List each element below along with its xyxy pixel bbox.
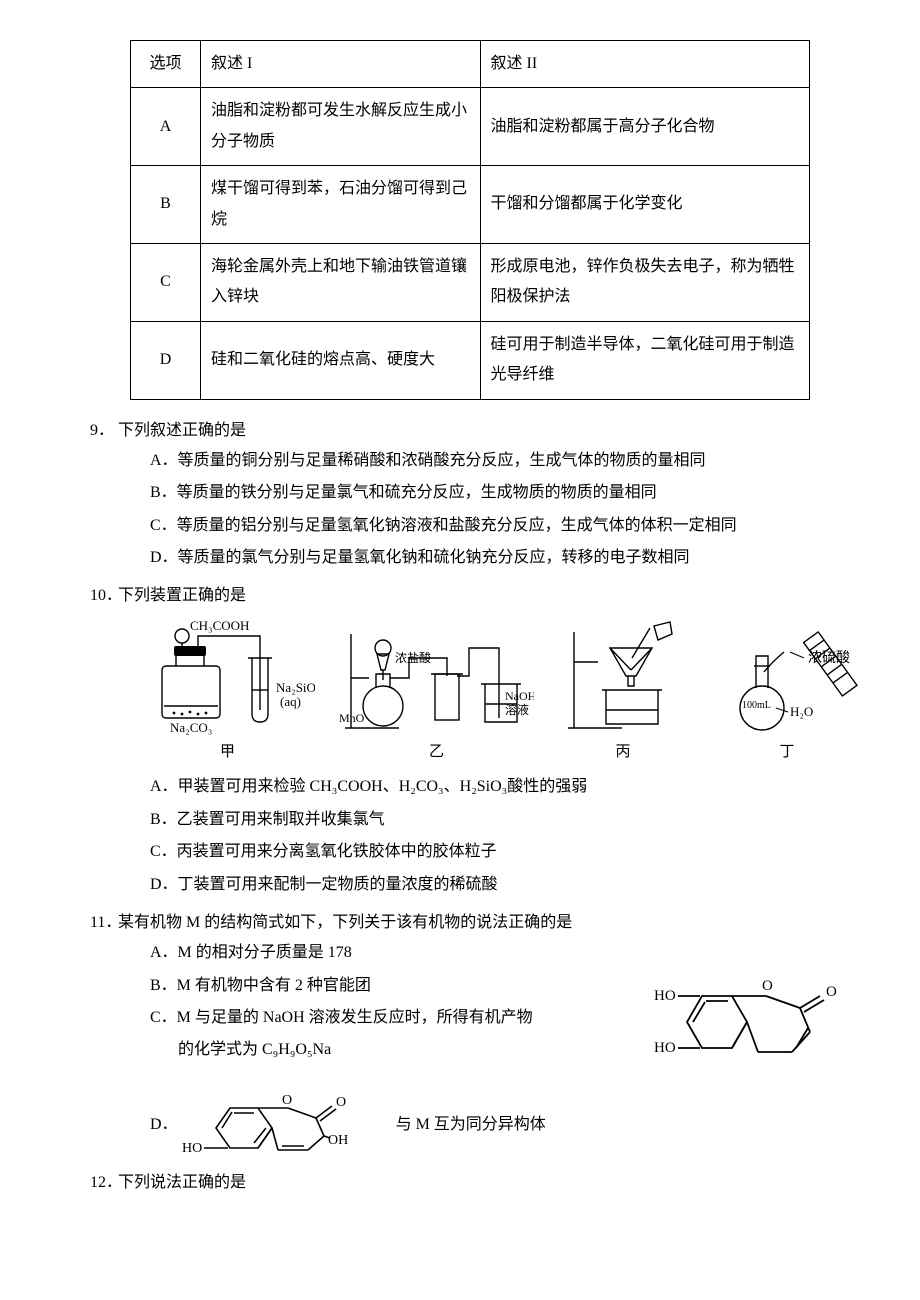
- q9-choice-c: C．等质量的铝分别与足量氢氧化钠溶液和盐酸充分反应，生成气体的体积一定相同: [150, 511, 860, 541]
- q10-choice-d: D．丁装置可用来配制一定物质的量浓度的稀硫酸: [150, 870, 860, 900]
- apparatus-jia-icon: CH₃COOH Na₂CO₃ Na₂SiO₃ (aq): [140, 618, 315, 736]
- figure-jia: CH₃COOH Na₂CO₃ Na₂SiO₃ (aq) 甲: [140, 618, 315, 767]
- svg-text:O: O: [336, 1095, 346, 1110]
- figcap-ding: 丁: [779, 738, 794, 767]
- question-9: 9．下列叙述正确的是 A．等质量的铜分别与足量稀硝酸和浓硝酸充分反应，生成气体的…: [90, 416, 860, 574]
- table-row: A 油脂和淀粉都可发生水解反应生成小分子物质 油脂和淀粉都属于高分子化合物: [131, 88, 810, 166]
- molecule-d-icon: HO O O OH: [182, 1090, 392, 1160]
- q10-choice-c: C．丙装置可用来分离氢氧化铁胶体中的胶体粒子: [150, 837, 860, 867]
- q11-choice-a: A．M 的相对分子质量是 178: [150, 938, 650, 968]
- question-12: 12．下列说法正确的是: [90, 1168, 860, 1198]
- svg-text:MnO: MnO: [339, 711, 365, 725]
- figure-ding: 浓硫酸 100mL H₂O 丁: [712, 618, 862, 767]
- figcap-bing: 丙: [615, 738, 630, 767]
- q11-stem: 某有机物 M 的结构简式如下，下列关于该有机物的说法正确的是: [118, 914, 572, 931]
- q12-stem: 下列说法正确的是: [118, 1174, 246, 1191]
- q10-stem: 下列装置正确的是: [118, 587, 246, 604]
- q9-choice-b: B．等质量的铁分别与足量氯气和硫充分反应，生成物质的物质的量相同: [150, 478, 860, 508]
- q11-choice-d: D． HO: [150, 1090, 860, 1160]
- table-row: D 硅和二氧化硅的熔点高、硬度大 硅可用于制造半导体，二氧化硅可用于制造光导纤维: [131, 321, 810, 399]
- table-row: C 海轮金属外壳上和地下输油铁管道镶入锌块 形成原电池，锌作负极失去电子，称为牺…: [131, 243, 810, 321]
- apparatus-yi-icon: MnO 浓盐酸 NaOH 溶液: [339, 618, 534, 736]
- q11-d-suffix: 与 M 互为同分异构体: [396, 1110, 546, 1140]
- q11-d-prefix: D．: [150, 1110, 178, 1140]
- svg-text:浓盐酸: 浓盐酸: [395, 650, 431, 665]
- q11-choice-c2: 的化学式为 C₉H₉O₅Na: [178, 1035, 650, 1065]
- svg-text:溶液: 溶液: [505, 702, 529, 717]
- svg-text:O: O: [282, 1093, 292, 1108]
- svg-text:HO: HO: [182, 1141, 202, 1156]
- svg-text:Na₂CO₃: Na₂CO₃: [170, 720, 212, 735]
- apparatus-bing-icon: [558, 618, 688, 736]
- q11-choice-c1: C．M 与足量的 NaOH 溶液发生反应时，所得有机产物: [150, 1003, 650, 1033]
- table-row: B 煤干馏可得到苯，石油分馏可得到己烷 干馏和分馏都属于化学变化: [131, 166, 810, 244]
- q11-choice-b: B．M 有机物中含有 2 种官能团: [150, 971, 650, 1001]
- figcap-jia: 甲: [220, 738, 235, 767]
- question-11: 11．某有机物 M 的结构简式如下，下列关于该有机物的说法正确的是 A．M 的相…: [90, 908, 860, 1160]
- q9-stem: 下列叙述正确的是: [118, 422, 246, 439]
- q9-num: 9．: [90, 416, 118, 446]
- statements-table: 选项 叙述 I 叙述 II A 油脂和淀粉都可发生水解反应生成小分子物质 油脂和…: [130, 40, 810, 400]
- q9-choice-d: D．等质量的氯气分别与足量氢氧化钠和硫化钠充分反应，转移的电子数相同: [150, 543, 860, 573]
- svg-text:H₂O: H₂O: [790, 704, 813, 719]
- q9-choice-a: A．等质量的铜分别与足量稀硝酸和浓硝酸充分反应，生成气体的物质的量相同: [150, 446, 860, 476]
- svg-text:OH: OH: [328, 1133, 348, 1148]
- table-head-option: 选项: [131, 41, 201, 88]
- svg-text:Na₂SiO₃: Na₂SiO₃: [276, 680, 315, 695]
- q10-figure-row: CH₃COOH Na₂CO₃ Na₂SiO₃ (aq) 甲: [140, 618, 860, 767]
- svg-text:HO: HO: [654, 1040, 676, 1056]
- q11-structure-m: HO HO O O: [650, 968, 850, 1089]
- svg-text:浓硫酸: 浓硫酸: [808, 650, 850, 666]
- molecule-m-icon: HO HO O O: [650, 968, 850, 1078]
- svg-text:100mL: 100mL: [742, 700, 771, 711]
- q12-num: 12．: [90, 1168, 118, 1198]
- q10-choice-b: B．乙装置可用来制取并收集氯气: [150, 805, 860, 835]
- table-head-col2: 叙述 II: [480, 41, 810, 88]
- q10-choice-a: A．甲装置可用来检验 CH₃COOH、H₂CO₃、H₂SiO₃酸性的强弱: [150, 772, 860, 802]
- svg-text:O: O: [762, 978, 773, 994]
- svg-text:NaOH: NaOH: [505, 689, 534, 703]
- apparatus-ding-icon: 浓硫酸 100mL H₂O: [712, 618, 862, 736]
- svg-text:HO: HO: [654, 988, 676, 1004]
- svg-text:CH₃COOH: CH₃COOH: [190, 618, 249, 633]
- table-head-col1: 叙述 I: [200, 41, 480, 88]
- svg-text:(aq): (aq): [280, 694, 301, 709]
- figure-yi: MnO 浓盐酸 NaOH 溶液 乙: [339, 618, 534, 767]
- svg-text:O: O: [826, 984, 837, 1000]
- figcap-yi: 乙: [429, 738, 444, 767]
- q10-num: 10．: [90, 581, 118, 611]
- question-10: 10．下列装置正确的是: [90, 581, 860, 899]
- figure-bing: 丙: [558, 618, 688, 767]
- q11-num: 11．: [90, 908, 118, 938]
